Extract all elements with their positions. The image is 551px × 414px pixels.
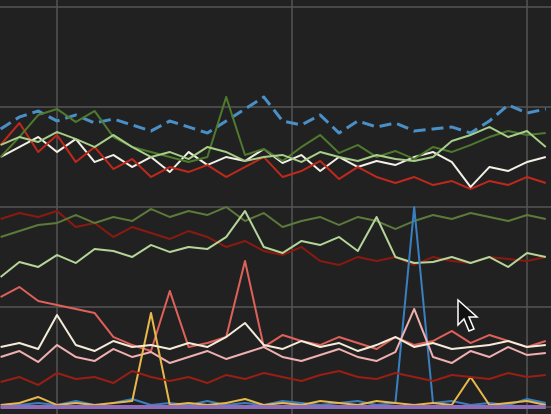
lines	[0, 95, 547, 409]
series-line	[0, 312, 547, 406]
mouse-cursor	[457, 298, 479, 332]
series-line	[0, 210, 547, 278]
series-line	[0, 122, 547, 190]
series-line	[0, 260, 547, 352]
series-line	[0, 206, 547, 238]
series-line	[0, 210, 547, 266]
series-line	[0, 308, 546, 364]
series-line	[0, 95, 547, 135]
series-line	[0, 370, 546, 386]
series-line	[0, 126, 547, 163]
series-line	[0, 314, 546, 352]
